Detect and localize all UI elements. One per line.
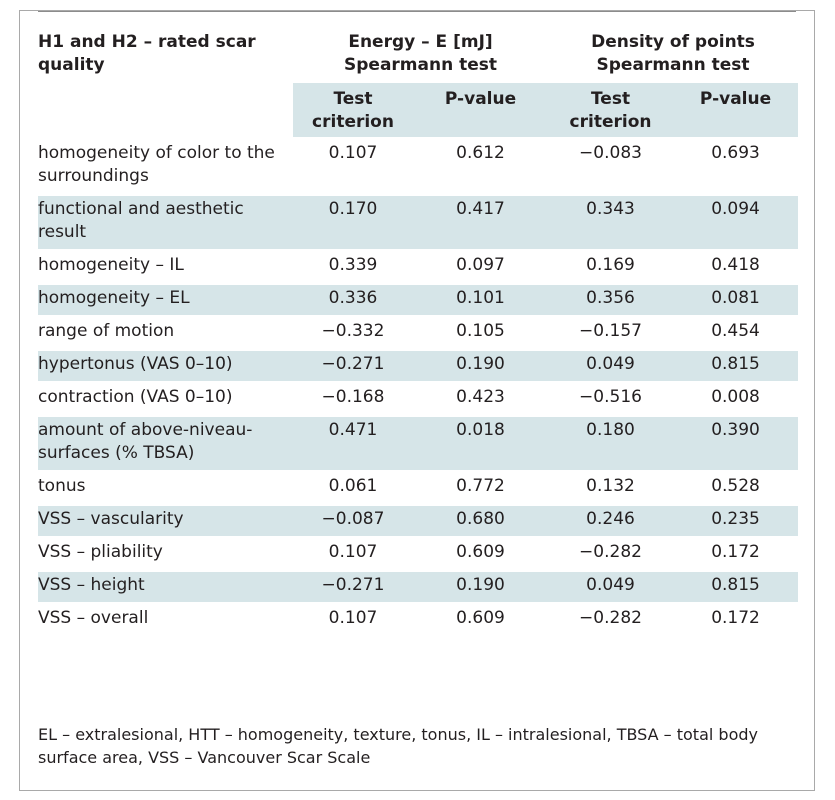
density-p-value: 0.418 bbox=[711, 255, 760, 275]
energy-p-value: 0.190 bbox=[413, 572, 549, 602]
energy-p-value: 0.609 bbox=[456, 608, 505, 628]
header-test-criterion-2: Test criterion bbox=[548, 83, 674, 137]
row-label: tonus bbox=[38, 476, 86, 496]
energy-p-value: 0.423 bbox=[456, 387, 505, 407]
density-p-value: 0.693 bbox=[711, 143, 760, 163]
top-rule bbox=[38, 11, 796, 12]
density-test-criterion: 0.132 bbox=[586, 476, 635, 496]
density-p-value: 0.390 bbox=[673, 417, 799, 470]
density-p-value: 0.528 bbox=[711, 476, 760, 496]
density-p-value: 0.235 bbox=[673, 506, 799, 536]
row-label: range of motion bbox=[38, 321, 175, 341]
density-test-criterion: 0.246 bbox=[548, 506, 674, 536]
density-p-value: 0.008 bbox=[711, 387, 760, 407]
row-label: contraction (VAS 0–10) bbox=[38, 387, 233, 407]
energy-test-criterion: 0.107 bbox=[328, 608, 378, 628]
energy-test-criterion: 0.107 bbox=[328, 143, 378, 163]
row-label: hypertonus (VAS 0–10) bbox=[38, 351, 293, 381]
table-row: homogeneity of color to the surroundings… bbox=[38, 140, 798, 193]
density-p-value: 0.815 bbox=[673, 351, 799, 381]
table-body: homogeneity of color to the surroundings… bbox=[38, 140, 799, 635]
row-label: VSS – height bbox=[38, 572, 293, 602]
row-label: functional and aesthetic result bbox=[38, 196, 293, 249]
energy-test-criterion: 0.107 bbox=[328, 542, 378, 562]
density-p-value: 0.081 bbox=[673, 285, 799, 315]
header-p-value-2: P-value bbox=[673, 83, 799, 137]
row-label: amount of above-niveau-surfaces (% TBSA) bbox=[38, 417, 293, 470]
density-test-criterion: 0.049 bbox=[548, 572, 674, 602]
density-test-criterion: 0.049 bbox=[548, 351, 674, 381]
density-p-value: 0.172 bbox=[711, 542, 760, 562]
energy-test-criterion: −0.332 bbox=[321, 321, 385, 341]
density-p-value: 0.815 bbox=[673, 572, 799, 602]
row-label: VSS – vascularity bbox=[38, 506, 293, 536]
density-test-criterion: 0.169 bbox=[586, 255, 635, 275]
density-test-criterion: −0.282 bbox=[579, 542, 642, 562]
density-p-value: 0.172 bbox=[711, 608, 760, 628]
table-row: hypertonus (VAS 0–10) −0.271 0.190 0.049 0.8… bbox=[38, 351, 799, 381]
energy-p-value: 0.018 bbox=[413, 417, 549, 470]
table-row: tonus 0.061 0.772 0.132 0.528 bbox=[38, 473, 798, 503]
energy-test-criterion: −0.271 bbox=[293, 351, 413, 381]
energy-test-criterion: 0.339 bbox=[328, 255, 378, 275]
density-test-criterion: 0.356 bbox=[548, 285, 674, 315]
density-p-value: 0.094 bbox=[673, 196, 799, 249]
energy-p-value: 0.105 bbox=[456, 321, 505, 341]
row-label: homogeneity of color to the surroundings bbox=[38, 143, 275, 186]
energy-p-value: 0.772 bbox=[456, 476, 505, 496]
table-row: homogeneity – IL 0.339 0.097 0.169 0.418 bbox=[38, 252, 798, 282]
energy-p-value: 0.101 bbox=[413, 285, 549, 315]
density-p-value: 0.454 bbox=[711, 321, 760, 341]
table-row: VSS – vascularity −0.087 0.680 0.246 0.235 bbox=[38, 506, 799, 536]
row-label: homogeneity – IL bbox=[38, 255, 184, 275]
header-group-density: Density of points Spearmann test bbox=[591, 32, 755, 75]
table-row: range of motion −0.332 0.105 −0.157 0.454 bbox=[38, 318, 798, 348]
table-row: contraction (VAS 0–10) −0.168 0.423 −0.516 0… bbox=[38, 384, 798, 414]
energy-p-value: 0.612 bbox=[456, 143, 505, 163]
table-row: amount of above-niveau-surfaces (% TBSA)… bbox=[38, 417, 799, 470]
table-row: homogeneity – EL 0.336 0.101 0.356 0.081 bbox=[38, 285, 799, 315]
footnote: EL – extralesional, HTT – homogeneity, t… bbox=[38, 725, 758, 767]
results-table: H1 and H2 – rated scar quality Energy – … bbox=[38, 23, 799, 638]
density-test-criterion: 0.343 bbox=[548, 196, 674, 249]
energy-p-value: 0.417 bbox=[413, 196, 549, 249]
energy-p-value: 0.680 bbox=[413, 506, 549, 536]
energy-test-criterion: −0.087 bbox=[293, 506, 413, 536]
energy-p-value: 0.097 bbox=[456, 255, 505, 275]
energy-p-value: 0.609 bbox=[456, 542, 505, 562]
energy-test-criterion: 0.471 bbox=[293, 417, 413, 470]
energy-p-value: 0.190 bbox=[413, 351, 549, 381]
header-group-energy: Energy – E [mJ] Spearmann test bbox=[344, 32, 498, 75]
energy-test-criterion: 0.061 bbox=[328, 476, 378, 496]
energy-test-criterion: 0.336 bbox=[293, 285, 413, 315]
table-frame: H1 and H2 – rated scar quality Energy – … bbox=[19, 10, 815, 791]
row-label: VSS – overall bbox=[38, 608, 149, 628]
density-test-criterion: −0.282 bbox=[579, 608, 642, 628]
density-test-criterion: −0.083 bbox=[579, 143, 642, 163]
density-test-criterion: −0.157 bbox=[579, 321, 642, 341]
table-row: VSS – overall 0.107 0.609 −0.282 0.172 bbox=[38, 605, 798, 635]
density-test-criterion: 0.180 bbox=[548, 417, 674, 470]
density-test-criterion: −0.516 bbox=[579, 387, 642, 407]
table-row: VSS – height −0.271 0.190 0.049 0.815 bbox=[38, 572, 799, 602]
header-lead: H1 and H2 – rated scar quality bbox=[38, 32, 256, 75]
row-label: VSS – pliability bbox=[38, 542, 163, 562]
table-row: functional and aesthetic result 0.170 0.41… bbox=[38, 196, 799, 249]
header-p-value-1: P-value bbox=[413, 83, 549, 137]
energy-test-criterion: 0.170 bbox=[293, 196, 413, 249]
row-label: homogeneity – EL bbox=[38, 285, 293, 315]
header-test-criterion-1: Test criterion bbox=[293, 83, 413, 137]
energy-test-criterion: −0.271 bbox=[293, 572, 413, 602]
table-row: VSS – pliability 0.107 0.609 −0.282 0.172 bbox=[38, 539, 798, 569]
energy-test-criterion: −0.168 bbox=[321, 387, 385, 407]
